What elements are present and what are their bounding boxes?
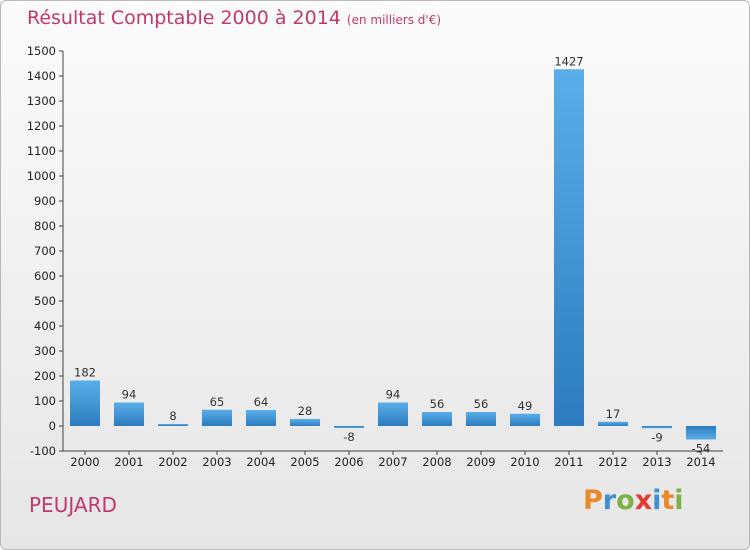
data-label: 56 bbox=[430, 397, 445, 411]
y-tick-label: 100 bbox=[34, 394, 56, 408]
bar bbox=[642, 426, 672, 429]
y-tick-label: 400 bbox=[34, 319, 56, 333]
logo-letter: x bbox=[634, 485, 653, 516]
bar bbox=[246, 410, 276, 426]
data-label: 17 bbox=[606, 407, 621, 421]
bar bbox=[510, 413, 540, 426]
bar bbox=[598, 421, 628, 426]
x-tick-label: 2001 bbox=[114, 455, 143, 469]
x-tick-label: 2011 bbox=[554, 455, 583, 469]
logo-letter: t bbox=[661, 485, 675, 516]
x-tick-label: 2009 bbox=[466, 455, 495, 469]
y-tick-label: 0 bbox=[49, 419, 56, 433]
data-label: 94 bbox=[122, 388, 137, 402]
bar bbox=[466, 412, 496, 426]
y-tick-label: 1000 bbox=[27, 169, 56, 183]
y-tick-label: 1200 bbox=[27, 119, 56, 133]
y-tick-label: 1300 bbox=[27, 94, 56, 108]
title-text: Résultat Comptable 2000 à 2014 bbox=[27, 7, 341, 29]
data-label: 8 bbox=[169, 409, 176, 423]
bar bbox=[290, 419, 320, 426]
bar bbox=[70, 380, 100, 426]
x-tick-label: 2005 bbox=[290, 455, 319, 469]
x-tick-label: 2003 bbox=[202, 455, 231, 469]
x-tick-label: 2014 bbox=[686, 455, 715, 469]
y-tick-label: 300 bbox=[34, 344, 56, 358]
x-tick-label: 2013 bbox=[642, 455, 671, 469]
data-label: 94 bbox=[386, 388, 401, 402]
data-label: -54 bbox=[692, 442, 711, 456]
data-label: 182 bbox=[74, 366, 96, 380]
logo-letter: r bbox=[602, 485, 617, 516]
y-tick-label: 900 bbox=[34, 194, 56, 208]
logo-letter: i bbox=[674, 485, 684, 516]
x-tick-label: 2010 bbox=[510, 455, 539, 469]
x-tick-label: 2008 bbox=[422, 455, 451, 469]
x-tick-label: 2002 bbox=[158, 455, 187, 469]
bar bbox=[686, 426, 716, 440]
y-tick-label: 1500 bbox=[27, 44, 56, 58]
data-label: 1427 bbox=[554, 54, 583, 68]
x-tick-label: 2000 bbox=[70, 455, 99, 469]
unit-label: (en milliers d'€) bbox=[346, 13, 442, 27]
bar bbox=[114, 402, 144, 426]
bar bbox=[378, 402, 408, 426]
chart-title: Résultat Comptable 2000 à 2014 (en millie… bbox=[27, 7, 441, 29]
data-label: 56 bbox=[474, 397, 489, 411]
x-tick-label: 2012 bbox=[598, 455, 627, 469]
y-tick-label: 500 bbox=[34, 294, 56, 308]
bar bbox=[554, 69, 584, 426]
logo-letter: P bbox=[583, 485, 603, 516]
y-tick-label: 800 bbox=[34, 219, 56, 233]
data-label: -8 bbox=[343, 430, 354, 444]
y-tick-label: 600 bbox=[34, 269, 56, 283]
y-tick-label: 200 bbox=[34, 369, 56, 383]
logo-letter: i bbox=[652, 485, 662, 516]
x-tick-label: 2004 bbox=[246, 455, 275, 469]
data-label: 49 bbox=[518, 399, 533, 413]
x-tick-label: 2007 bbox=[378, 455, 407, 469]
y-tick-label: 1100 bbox=[27, 144, 56, 158]
bar bbox=[422, 412, 452, 426]
data-label: 28 bbox=[298, 404, 313, 418]
data-label: 64 bbox=[254, 395, 269, 409]
y-tick-label: 1400 bbox=[27, 69, 56, 83]
bar bbox=[334, 426, 364, 428]
logo-letter: o bbox=[616, 485, 635, 516]
y-tick-label: 700 bbox=[34, 244, 56, 258]
bar bbox=[202, 409, 232, 426]
commune-name: PEUJARD bbox=[29, 493, 117, 517]
proxiti-logo: Proxiti bbox=[583, 485, 684, 516]
bar bbox=[158, 424, 188, 426]
x-tick-label: 2006 bbox=[334, 455, 363, 469]
data-label: 65 bbox=[210, 395, 225, 409]
y-tick-label: -100 bbox=[30, 444, 56, 458]
data-label: -9 bbox=[651, 430, 662, 444]
